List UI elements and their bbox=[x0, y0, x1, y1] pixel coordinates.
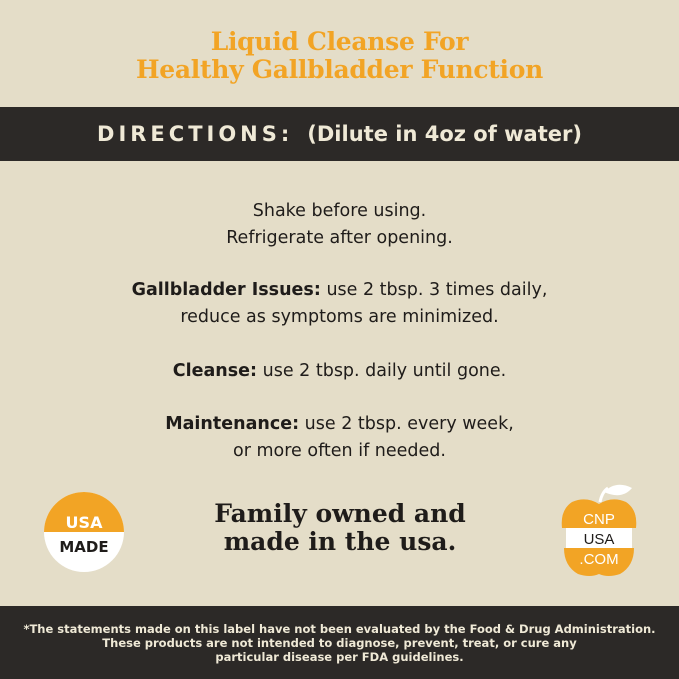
cleanse-label: Cleanse: bbox=[172, 361, 258, 381]
gallbladder-text: use 2 tbsp. 3 times daily, bbox=[326, 280, 548, 300]
family-line-2: made in the usa. bbox=[223, 527, 457, 556]
family-owned-text: Family owned and made in the usa. bbox=[170, 500, 510, 556]
maintenance-text: use 2 tbsp. every week, bbox=[304, 414, 514, 434]
title-line-2: Healthy Gallbladder Function bbox=[135, 55, 544, 84]
cnp-apple-logo-icon: CNP USA .COM bbox=[561, 484, 637, 576]
usa-made-badge: USA MADE bbox=[44, 492, 124, 572]
cnp-line-2: USA bbox=[584, 531, 615, 548]
product-title: Liquid Cleanse For Healthy Gallbladder F… bbox=[0, 28, 679, 84]
cleanse-text: use 2 tbsp. daily until gone. bbox=[262, 361, 507, 381]
cleanse-instructions: Cleanse: use 2 tbsp. daily until gone. bbox=[0, 358, 679, 385]
family-line-1: Family owned and bbox=[214, 499, 466, 528]
disclaimer-line-3: particular disease per FDA guidelines. bbox=[215, 650, 464, 664]
badge-usa-text: USA bbox=[44, 492, 124, 532]
directions-note: (Dilute in 4oz of water) bbox=[307, 122, 582, 146]
gallbladder-label: Gallbladder Issues: bbox=[131, 280, 321, 300]
fda-disclaimer: *The statements made on this label have … bbox=[0, 606, 679, 679]
cnp-line-3: .COM bbox=[579, 551, 618, 568]
cnp-line-1: CNP bbox=[583, 511, 615, 528]
maintenance-text-2: or more often if needed. bbox=[233, 441, 446, 461]
disclaimer-line-1: *The statements made on this label have … bbox=[23, 622, 656, 636]
badge-made-text: MADE bbox=[59, 538, 109, 556]
instruction-shake: Shake before using. bbox=[252, 201, 427, 221]
disclaimer-line-2: These products are not intended to diagn… bbox=[102, 636, 577, 650]
maintenance-label: Maintenance: bbox=[165, 414, 300, 434]
general-instructions: Shake before using. Refrigerate after op… bbox=[0, 198, 679, 252]
directions-banner: DIRECTIONS: (Dilute in 4oz of water) bbox=[0, 107, 679, 161]
directions-label: DIRECTIONS: bbox=[97, 122, 294, 146]
instruction-refrigerate: Refrigerate after opening. bbox=[226, 228, 453, 248]
maintenance-instructions: Maintenance: use 2 tbsp. every week, or … bbox=[0, 411, 679, 465]
title-line-1: Liquid Cleanse For bbox=[210, 27, 469, 56]
gallbladder-text-2: reduce as symptoms are minimized. bbox=[180, 307, 499, 327]
gallbladder-instructions: Gallbladder Issues: use 2 tbsp. 3 times … bbox=[0, 277, 679, 331]
